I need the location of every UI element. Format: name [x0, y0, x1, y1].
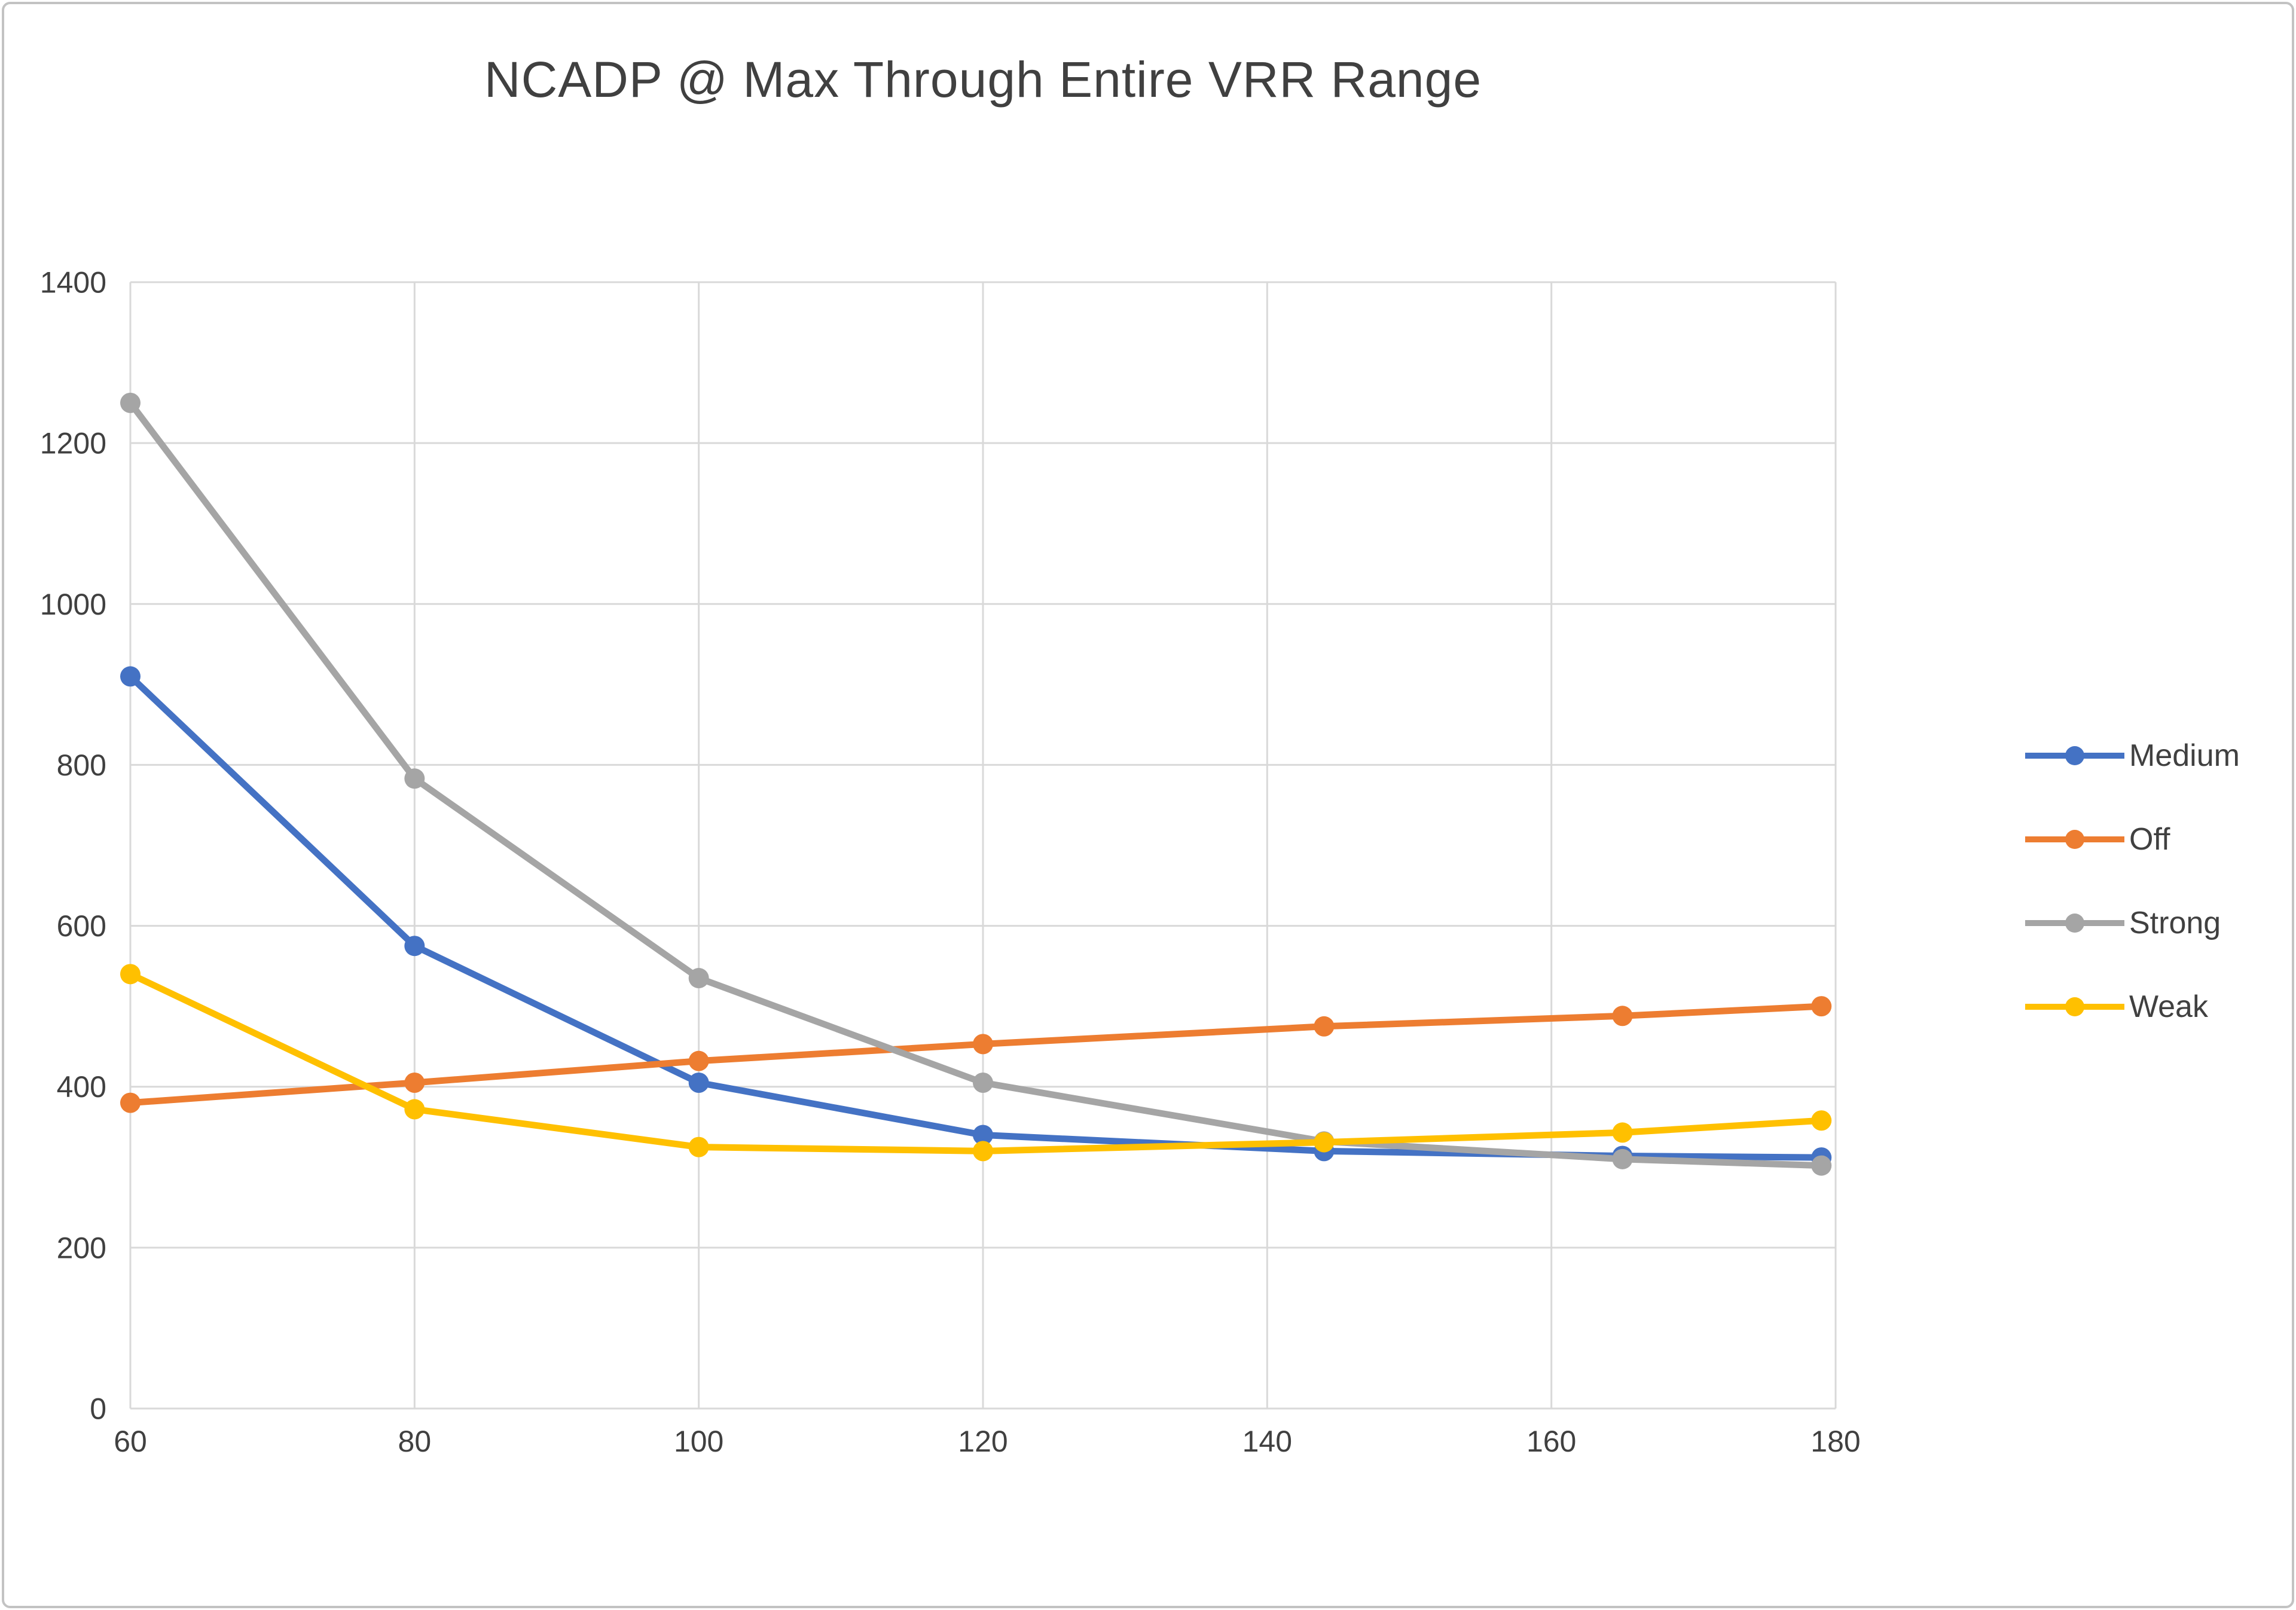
series-marker-off-120: [973, 1034, 993, 1055]
y-axis-tick-label: 1000: [40, 588, 106, 621]
x-axis-tick-label: 140: [1242, 1425, 1292, 1458]
series-marker-off-100: [688, 1050, 709, 1071]
series-marker-weak-144: [1314, 1132, 1335, 1153]
series-line-weak: [127, 970, 1825, 1154]
legend-label: Strong: [2129, 906, 2221, 940]
x-axis-tick-label: 180: [1810, 1425, 1860, 1458]
series-marker-strong-100: [688, 968, 709, 989]
series-marker-weak-100: [688, 1137, 709, 1157]
y-axis-tick-label: 1200: [40, 427, 106, 460]
y-axis-tick-label: 1400: [40, 266, 106, 300]
x-axis-tick-label: 160: [1526, 1425, 1576, 1458]
legend-item-medium: Medium: [2024, 729, 2240, 783]
x-axis-tick-label: 80: [398, 1425, 432, 1458]
series-marker-strong-165: [1612, 1148, 1633, 1169]
legend-line-marker-icon: [2025, 997, 2124, 1016]
y-axis-tick-label: 600: [57, 909, 106, 943]
x-axis-tick-label: 100: [674, 1425, 723, 1458]
series-marker-off-179: [1811, 996, 1832, 1017]
series-marker-medium-60: [120, 666, 141, 687]
x-axis-tick-label: 120: [958, 1425, 1007, 1458]
series-marker-weak-80: [404, 1099, 425, 1120]
series-marker-weak-179: [1811, 1110, 1832, 1131]
chart-title: NCADP @ Max Through Entire VRR Range: [484, 51, 1482, 108]
legend-line-marker-icon: [2025, 830, 2124, 849]
legend-item-off: Off: [2024, 812, 2240, 866]
series-marker-off-80: [404, 1072, 425, 1093]
series-marker-medium-100: [688, 1072, 709, 1093]
legend-line-marker-icon: [2025, 746, 2124, 765]
legend-item-weak: Weak: [2024, 980, 2240, 1034]
x-axis-tick-label: 60: [114, 1425, 147, 1458]
series-marker-strong-179: [1811, 1155, 1832, 1176]
legend-label: Weak: [2129, 989, 2208, 1024]
y-axis-tick-label: 0: [90, 1392, 106, 1426]
series-marker-medium-120: [973, 1125, 993, 1145]
series-marker-weak-60: [120, 964, 141, 985]
series-marker-strong-80: [404, 768, 425, 789]
legend-label: Off: [2129, 822, 2170, 857]
series-marker-strong-60: [120, 392, 141, 413]
y-axis-tick-label: 200: [57, 1231, 106, 1264]
chart-legend: Medium Off Strong Weak: [2024, 729, 2240, 1034]
legend-item-strong: Strong: [2024, 896, 2240, 950]
series-marker-off-165: [1612, 1006, 1633, 1027]
series-marker-medium-80: [404, 936, 425, 957]
y-axis-tick-label: 400: [57, 1070, 106, 1104]
series-marker-off-60: [120, 1092, 141, 1113]
series-marker-strong-120: [973, 1072, 993, 1093]
series-marker-off-144: [1314, 1016, 1335, 1037]
chart-plot: 0 200 400 600 800 1000 1200 1400 60 80 100 120 140 16…: [40, 266, 1861, 1459]
y-axis-tick-label: 800: [57, 749, 106, 782]
legend-line-marker-icon: [2025, 914, 2124, 933]
series-marker-weak-165: [1612, 1122, 1633, 1143]
series-marker-weak-120: [973, 1141, 993, 1162]
legend-label: Medium: [2129, 738, 2240, 773]
